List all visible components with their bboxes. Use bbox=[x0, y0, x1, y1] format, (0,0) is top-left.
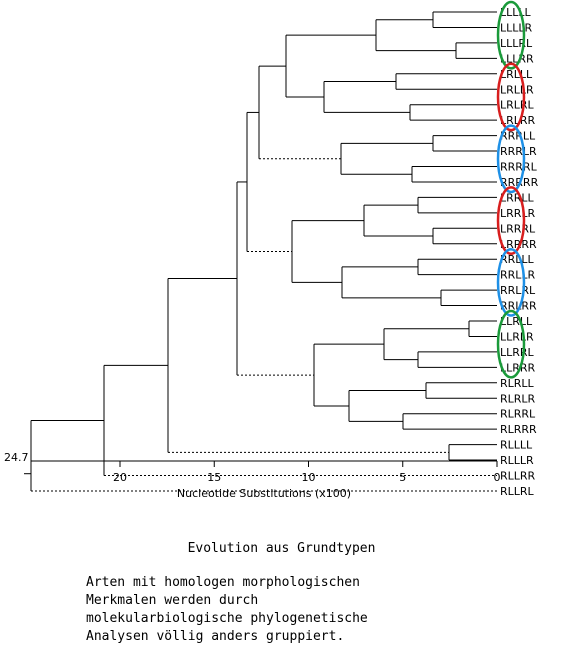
leaf-label: LLRRR bbox=[500, 361, 536, 374]
leaf-labels: LLLLL LLLLR LLLRL LLLRR LRLLL LRLLR LRLRL LRLRR… bbox=[500, 6, 539, 498]
leaf-label: RRRLR bbox=[500, 145, 537, 158]
axis-title: Nucleotide Substitutions (x100) bbox=[177, 487, 351, 500]
caption-line: Merkmalen werden durch bbox=[86, 593, 259, 608]
group-highlight-ellipse bbox=[496, 247, 526, 317]
leaf-label: LLLRR bbox=[500, 52, 534, 65]
leaf-label: LRLLR bbox=[500, 83, 534, 96]
group-highlight-ellipse bbox=[496, 309, 526, 379]
root-value-label: 24.7 bbox=[4, 451, 29, 464]
leaf-label: LLLLR bbox=[500, 21, 533, 34]
caption-line: Arten mit homologen morphologischen bbox=[86, 575, 360, 590]
leaf-label: LLLRL bbox=[500, 37, 533, 50]
leaf-label: LRRRL bbox=[500, 222, 536, 235]
leaf-label: RLRLL bbox=[500, 377, 535, 390]
leaf-label: LLRLR bbox=[500, 330, 534, 343]
caption-line: molekularbiologische phylogenetische bbox=[86, 611, 368, 626]
group-highlight-ellipse bbox=[496, 124, 526, 194]
substitution-axis bbox=[31, 460, 498, 467]
leaf-label: LLLLL bbox=[500, 6, 532, 19]
leaf-label: RLLLL bbox=[500, 439, 533, 452]
axis-tick-label: 10 bbox=[302, 471, 316, 484]
tree-branches bbox=[24, 11, 497, 492]
caption-title: Evolution aus Grundtypen bbox=[187, 541, 376, 556]
axis-tick-label: 5 bbox=[399, 471, 406, 484]
leaf-label: RLLLR bbox=[500, 454, 534, 467]
leaf-label: LRLRR bbox=[500, 114, 536, 127]
leaf-label: LRRRR bbox=[500, 238, 537, 251]
leaf-label: RLLRR bbox=[500, 470, 536, 483]
caption-text: Arten mit homologen morphologischen Merk… bbox=[86, 574, 556, 646]
leaf-label: RLLRL bbox=[500, 485, 535, 498]
leaf-label: LRRLL bbox=[500, 191, 535, 204]
leaf-label: LLRRL bbox=[500, 346, 535, 359]
leaf-label: RRLRL bbox=[500, 284, 536, 297]
highlight-ellipses bbox=[496, 0, 526, 379]
axis-tick-label: 0 bbox=[494, 471, 501, 484]
leaf-label: RRLLR bbox=[500, 269, 536, 282]
leaf-label: RLRRR bbox=[500, 423, 537, 436]
leaf-label: RRRRL bbox=[500, 161, 538, 174]
group-highlight-ellipse bbox=[496, 62, 526, 132]
axis-tick-label: 15 bbox=[207, 471, 221, 484]
axis-tick-label: 20 bbox=[113, 471, 127, 484]
leaf-label: LLRLL bbox=[500, 315, 533, 328]
phylogenetic-tree: LLLLL LLLLR LLLRL LLLRR LRLLL LRLLR LRLRL LRLRR… bbox=[4, 0, 539, 500]
leaf-label: RRLLL bbox=[500, 253, 535, 266]
leaf-label: LRRLR bbox=[500, 207, 536, 220]
leaf-label: RRRLL bbox=[500, 130, 536, 143]
leaf-label: RLRLR bbox=[500, 392, 536, 405]
leaf-label: RLRRL bbox=[500, 408, 536, 421]
leaf-label: LRLLL bbox=[500, 68, 533, 81]
group-highlight-ellipse bbox=[496, 0, 526, 70]
leaf-label: RRLRR bbox=[500, 300, 537, 313]
caption-line: Analysen völlig anders gruppiert. bbox=[86, 629, 345, 644]
leaf-label: LRLRL bbox=[500, 99, 535, 112]
group-highlight-ellipse bbox=[496, 186, 526, 255]
